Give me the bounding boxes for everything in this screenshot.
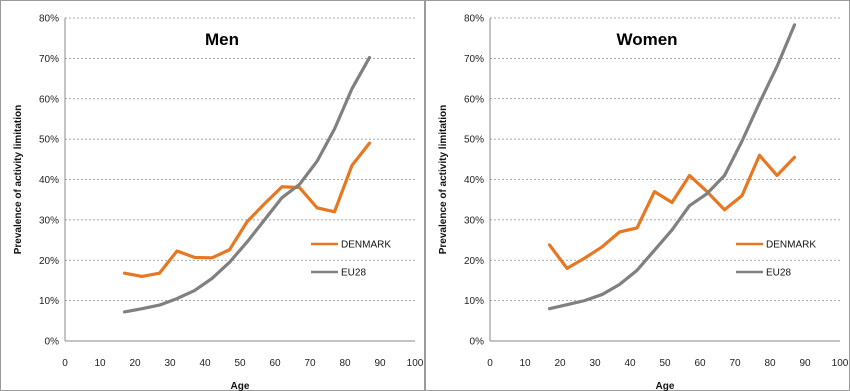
- chart-0-x-axis-title: Age: [231, 381, 250, 391]
- chart-0-legend-label-denmark: DENMARK: [341, 240, 391, 251]
- chart-1-y-tick-label: 20%: [464, 256, 484, 267]
- chart-0-x-tick-label: 10: [94, 358, 106, 369]
- chart-1-x-tick-label: 10: [519, 358, 531, 369]
- chart-1-series-line-eu28: [547, 23, 797, 311]
- chart-0-y-tick-label: 0%: [45, 337, 60, 348]
- chart-0-y-axis-title: Prevalence of activity limitation: [13, 105, 24, 255]
- chart-men: 0% 10% 20% 30% 40% 50% 60% 70% 80% 0 10 20 30 40 50 60 7…: [0, 0, 425, 391]
- chart-0-x-tick-label: 0: [62, 358, 68, 369]
- chart-1-y-tick-label: 80%: [464, 14, 484, 25]
- chart-1-y-tick-label: 70%: [464, 54, 484, 65]
- chart-1-y-tick-label: 40%: [464, 175, 484, 186]
- chart-1-x-tick-label: 0: [487, 358, 493, 369]
- chart-0-series-line-eu28: [122, 55, 372, 314]
- chart-1-x-axis-title: Age: [656, 381, 675, 391]
- chart-0-x-tick-label: 70: [304, 358, 316, 369]
- chart-0-y-tick-label: 20%: [39, 256, 59, 267]
- chart-1-y-tick-label: 60%: [464, 94, 484, 105]
- chart-1-legend-label-eu28: EU28: [766, 268, 791, 279]
- chart-1-x-tick-label: 70: [729, 358, 741, 369]
- chart-1-x-tick-label: 60: [694, 358, 706, 369]
- chart-0-y-tick-label: 70%: [39, 54, 59, 65]
- chart-1-x-tick-label: 100: [832, 358, 849, 369]
- chart-1-x-tick-label: 40: [624, 358, 636, 369]
- chart-0-x-tick-label: 30: [164, 358, 176, 369]
- chart-0-x-tick-label: 20: [129, 358, 141, 369]
- chart-0-x-tick-label: 100: [407, 358, 424, 369]
- chart-panel-men: 0% 10% 20% 30% 40% 50% 60% 70% 80% 0 10 20 30 40 50 60 7…: [0, 0, 425, 391]
- chart-1-x-tick-label: 50: [659, 358, 671, 369]
- chart-1-x-tick-label: 30: [589, 358, 601, 369]
- chart-panel-women: 0% 10% 20% 30% 40% 50% 60% 70% 80% 0 10 20 30 40 50 60 7…: [425, 0, 850, 391]
- chart-0-x-tick-label: 80: [339, 358, 351, 369]
- chart-0-x-tick-label: 60: [269, 358, 281, 369]
- chart-0-y-tick-label: 10%: [39, 296, 59, 307]
- chart-1-y-tick-label: 30%: [464, 215, 484, 226]
- chart-1-legend-label-denmark: DENMARK: [766, 240, 816, 251]
- chart-0-x-tick-label: 90: [374, 358, 386, 369]
- chart-0-border: [0, 0, 425, 391]
- chart-0-title: Men: [205, 30, 239, 49]
- chart-0-x-tick-label: 50: [234, 358, 246, 369]
- chart-0-legend-label-eu28: EU28: [341, 268, 366, 279]
- chart-0-y-tick-label: 80%: [39, 14, 59, 25]
- chart-0-x-tick-label: 40: [199, 358, 211, 369]
- chart-1-x-tick-label: 20: [554, 358, 566, 369]
- chart-0-y-tick-label: 40%: [39, 175, 59, 186]
- chart-1-y-tick-label: 50%: [464, 135, 484, 146]
- chart-0-y-tick-label: 50%: [39, 135, 59, 146]
- chart-1-series-line-denmark: [547, 153, 797, 270]
- chart-1-x-tick-label: 90: [799, 358, 811, 369]
- chart-1-y-axis-title: Prevalence of activity limitation: [438, 105, 449, 255]
- chart-1-x-tick-label: 80: [764, 358, 776, 369]
- chart-0-series-line-denmark: [122, 141, 372, 278]
- chart-1-border: [425, 0, 850, 391]
- chart-0-y-tick-label: 30%: [39, 215, 59, 226]
- chart-1-y-tick-label: 0%: [470, 337, 485, 348]
- chart-1-y-tick-label: 10%: [464, 296, 484, 307]
- chart-1-title: Women: [616, 30, 677, 49]
- chart-women: 0% 10% 20% 30% 40% 50% 60% 70% 80% 0 10 20 30 40 50 60 7…: [425, 0, 850, 391]
- chart-0-y-tick-label: 60%: [39, 94, 59, 105]
